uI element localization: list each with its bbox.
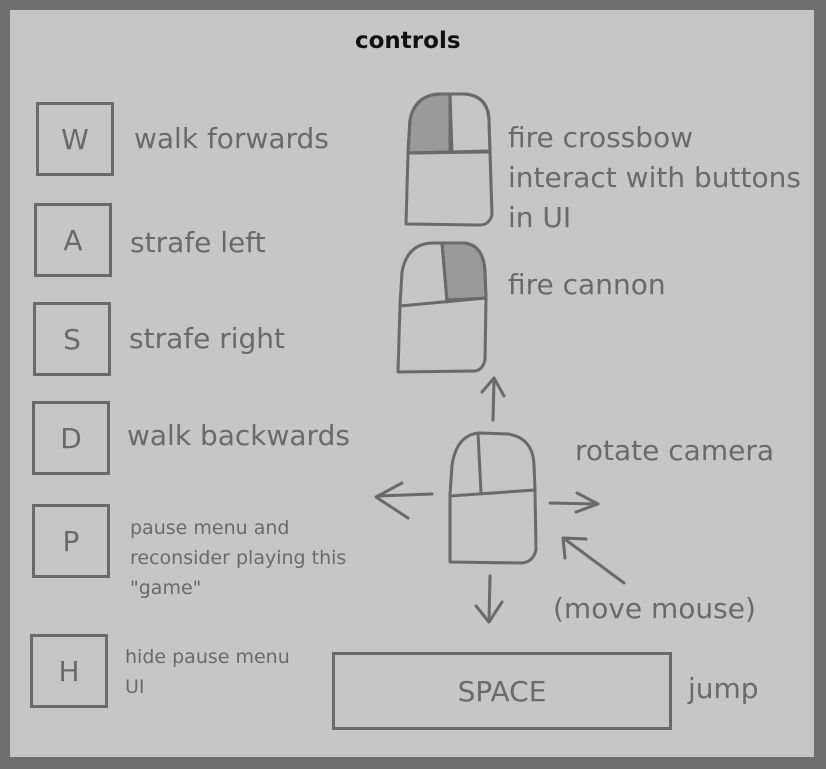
mouse-drawings xyxy=(374,92,626,624)
arrow-move-mouse-icon xyxy=(561,536,626,585)
action-right-click: fire cannon xyxy=(508,268,666,301)
key-h: H xyxy=(30,634,108,708)
arrow-down-icon xyxy=(474,574,504,624)
action-hide-pause-menu: hide pause menu UI xyxy=(125,646,290,698)
key-space: SPACE xyxy=(332,652,672,730)
key-a: A xyxy=(34,203,112,277)
arrow-right-icon xyxy=(548,491,600,514)
key-w: W xyxy=(36,102,114,176)
key-s: S xyxy=(33,302,111,376)
action-strafe-left: strafe left xyxy=(130,226,266,259)
action-jump: jump xyxy=(688,672,759,705)
action-pause-menu: pause menu and reconsider playing this "… xyxy=(130,517,347,599)
controls-panel: controls W walk forwards A strafe left S… xyxy=(10,10,814,757)
key-p: P xyxy=(32,504,110,578)
action-rotate-camera: rotate camera xyxy=(575,434,774,467)
mouse-right-click-icon xyxy=(396,241,488,374)
action-walk-forwards: walk forwards xyxy=(134,122,329,155)
mouse-move-icon xyxy=(448,431,538,565)
arrow-left-icon xyxy=(374,481,434,520)
arrow-up-icon xyxy=(480,376,506,422)
key-d: D xyxy=(32,401,110,475)
move-mouse-hint: (move mouse) xyxy=(553,592,756,625)
mouse-left-click-icon xyxy=(404,92,494,227)
action-walk-backwards: walk backwards xyxy=(127,419,350,452)
page-title: controls xyxy=(355,28,461,54)
action-left-click: fire crossbow interact with buttons in U… xyxy=(508,121,801,234)
action-strafe-right: strafe right xyxy=(129,322,286,355)
